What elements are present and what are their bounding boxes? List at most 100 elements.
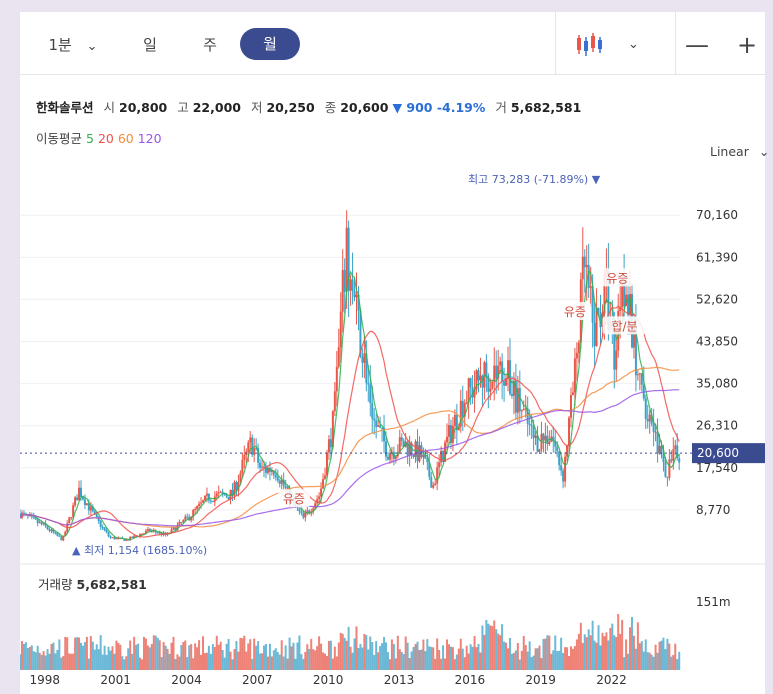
- zoom-out-button[interactable]: —: [685, 31, 709, 59]
- chart-type-button[interactable]: ⌄: [570, 30, 660, 60]
- volume-bar: [373, 655, 376, 670]
- volume-bar: [363, 633, 366, 670]
- candle-body: [607, 270, 610, 331]
- volume-bar: [263, 645, 266, 670]
- y-tick-label: 26,310: [696, 419, 738, 433]
- volume-bar: [264, 643, 267, 670]
- candle-body: [538, 449, 541, 452]
- candle-body: [302, 512, 305, 518]
- volume-bar: [446, 639, 449, 670]
- tab-week[interactable]: 주: [203, 36, 217, 54]
- candle-body: [133, 535, 136, 538]
- candle-body: [32, 516, 35, 518]
- candle-body: [316, 499, 319, 504]
- volume-bar: [571, 648, 574, 670]
- candle-body: [361, 356, 364, 363]
- volume-bar: [457, 648, 460, 670]
- tab-day[interactable]: 일: [143, 36, 157, 54]
- volume-bar: [331, 658, 334, 670]
- volume-bar: [438, 650, 441, 670]
- candle-body: [78, 487, 81, 501]
- toolbar: 1분 ⌄ 일 주 월 ⌄ — +: [20, 12, 765, 75]
- candle-body: [255, 448, 258, 450]
- candle-body: [623, 281, 626, 307]
- event-marker-bg: [277, 489, 310, 508]
- volume-bar: [52, 642, 55, 670]
- volume-bar: [318, 636, 321, 670]
- volume-bar: [306, 644, 309, 670]
- volume-bar: [251, 658, 254, 670]
- volume-bar: [148, 647, 151, 670]
- volume-bar: [93, 649, 96, 670]
- volume-bar: [284, 645, 287, 670]
- x-tick-label: 2010: [313, 673, 344, 687]
- volume-bar: [436, 638, 439, 670]
- volume-bar: [272, 650, 275, 670]
- volume-bar: [481, 625, 484, 670]
- scale-mode-dropdown[interactable]: Linear ⌄: [710, 144, 769, 159]
- volume-bar: [103, 645, 106, 670]
- volume-bar: [152, 635, 155, 670]
- volume-bar: [335, 656, 338, 670]
- candle-body: [70, 517, 73, 519]
- volume-bar: [558, 650, 561, 670]
- candle-body: [105, 529, 108, 533]
- candle-body: [568, 417, 571, 446]
- volume-bar: [274, 648, 277, 670]
- candle-body: [284, 485, 287, 488]
- volume-bar: [629, 627, 632, 670]
- candle-body: [530, 424, 533, 426]
- interval-dropdown[interactable]: 1분 ⌄: [38, 30, 108, 60]
- candle-body: [577, 342, 580, 353]
- volume-bar: [312, 649, 315, 670]
- candle-body: [196, 505, 199, 510]
- x-tick-label: 2001: [100, 673, 131, 687]
- volume-bar: [202, 636, 205, 670]
- y-tick-label: 61,390: [696, 250, 738, 264]
- volume-bar: [154, 635, 157, 670]
- volume-bar: [99, 635, 102, 670]
- price-chart[interactable]: 70,160 61,390 52,620 43,850 35,080 26,310 17,5…: [20, 12, 765, 694]
- volume-bar: [493, 620, 496, 670]
- candle-body: [487, 376, 490, 392]
- tab-month[interactable]: 월: [240, 28, 300, 60]
- candle-body: [446, 436, 449, 443]
- candle-body: [558, 451, 561, 466]
- candle-body: [178, 521, 181, 526]
- volume-bar: [127, 648, 130, 670]
- candle-body: [640, 373, 643, 385]
- volume-bar: [74, 637, 77, 670]
- candle-body: [489, 388, 492, 392]
- volume-bar: [217, 644, 220, 670]
- volume-bar: [87, 658, 90, 670]
- volume-bar: [268, 643, 271, 670]
- volume-bar: [573, 646, 576, 670]
- volume-bar: [451, 647, 454, 670]
- x-tick-label: 2007: [242, 673, 273, 687]
- candle-body: [107, 532, 110, 537]
- volume-bar: [205, 652, 208, 670]
- volume-bar: [471, 646, 474, 670]
- candle-body: [241, 459, 244, 474]
- candle-body: [646, 418, 649, 422]
- candle-body: [87, 503, 90, 511]
- low-value: 20,250: [266, 100, 315, 115]
- event-marker-bg: [602, 316, 647, 335]
- volume-bar: [416, 641, 419, 670]
- candle-body: [406, 441, 409, 456]
- candle-body: [34, 517, 37, 520]
- candle-body: [280, 479, 283, 484]
- moving-average-legend[interactable]: 이동평균 5 20 60 120: [36, 128, 162, 147]
- volume-bar: [640, 641, 643, 670]
- candle-body: [455, 414, 458, 431]
- volume-bar: [390, 639, 393, 670]
- volume-bar: [593, 640, 596, 670]
- candle-body: [571, 392, 574, 396]
- volume-bar: [22, 643, 25, 670]
- candle-body: [341, 270, 344, 312]
- zoom-in-button[interactable]: +: [736, 31, 758, 59]
- volume-bar: [278, 654, 281, 670]
- candle-body: [38, 522, 41, 524]
- candle-body: [329, 439, 332, 448]
- volume-bar: [611, 623, 614, 670]
